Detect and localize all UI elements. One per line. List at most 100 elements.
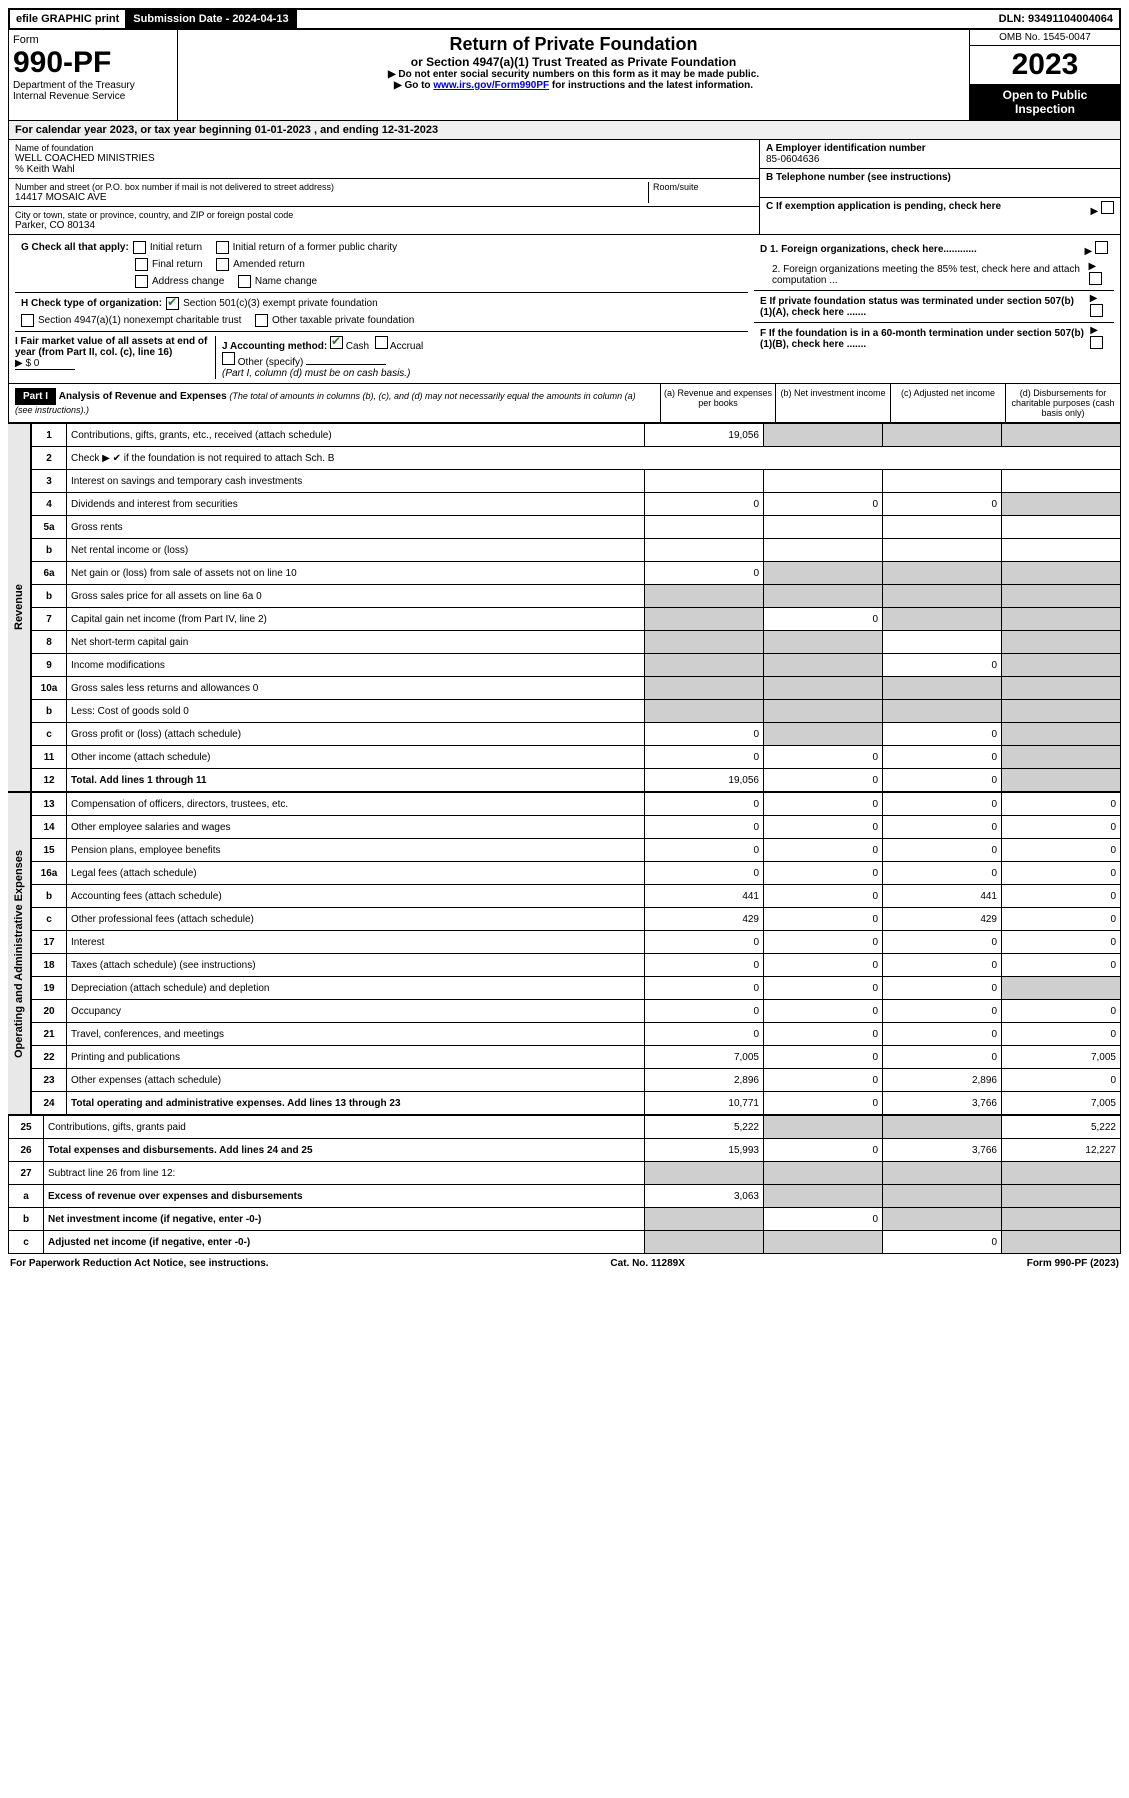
j-accrual[interactable]: [375, 336, 388, 349]
col-c: (c) Adjusted net income: [890, 384, 1005, 422]
g-address[interactable]: [135, 275, 148, 288]
table-row: 25Contributions, gifts, grants paid5,222…: [9, 1116, 1121, 1139]
opex-group: Operating and Administrative Expenses 13…: [8, 792, 1121, 1115]
cell: [883, 539, 1002, 562]
cell: 15: [32, 839, 67, 862]
form-subtitle: or Section 4947(a)(1) Trust Treated as P…: [186, 55, 961, 69]
cell: 7,005: [1002, 1046, 1121, 1069]
i-label: I Fair market value of all assets at end…: [15, 336, 207, 358]
cell: Check ▶ ✔ if the foundation is not requi…: [67, 447, 1121, 470]
h-4947[interactable]: [21, 314, 34, 327]
cell: 19,056: [645, 424, 764, 447]
revenue-group: Revenue 1Contributions, gifts, grants, e…: [8, 423, 1121, 792]
cell: 0: [764, 977, 883, 1000]
cell: 5,222: [645, 1116, 764, 1139]
cell: [645, 470, 764, 493]
col-d: (d) Disbursements for charitable purpose…: [1005, 384, 1120, 422]
g-opt-4: Address change: [152, 276, 224, 287]
dept: Department of the Treasury: [13, 80, 173, 91]
h-other[interactable]: [255, 314, 268, 327]
cell: [883, 1208, 1002, 1231]
cell: [764, 1162, 883, 1185]
cell: 6a: [32, 562, 67, 585]
cell: 0: [764, 1046, 883, 1069]
cell: Depreciation (attach schedule) and deple…: [67, 977, 645, 1000]
section-g-h: G Check all that apply: Initial return I…: [8, 235, 1121, 384]
h-501c3[interactable]: [166, 297, 179, 310]
cell: [645, 677, 764, 700]
cell: Less: Cost of goods sold 0: [67, 700, 645, 723]
f-check[interactable]: [1090, 336, 1103, 349]
g-initial-former[interactable]: [216, 241, 229, 254]
cell: 441: [645, 885, 764, 908]
cell: 0: [1002, 954, 1121, 977]
form-number: 990-PF: [13, 46, 173, 80]
cell: [883, 631, 1002, 654]
cell: 0: [883, 793, 1002, 816]
cell: Capital gain net income (from Part IV, l…: [67, 608, 645, 631]
table-row: cGross profit or (loss) (attach schedule…: [32, 723, 1121, 746]
footer-right: Form 990-PF (2023): [1027, 1258, 1119, 1269]
header-left: Form 990-PF Department of the Treasury I…: [9, 30, 178, 120]
h-opt-2: Section 4947(a)(1) nonexempt charitable …: [38, 315, 241, 326]
cell: Total operating and administrative expen…: [67, 1092, 645, 1115]
form-link[interactable]: www.irs.gov/Form990PF: [433, 80, 549, 91]
j-cash[interactable]: [330, 336, 343, 349]
foundation-name: WELL COACHED MINISTRIES: [15, 153, 753, 164]
table-row: 27Subtract line 26 from line 12:: [9, 1162, 1121, 1185]
cell: 0: [764, 493, 883, 516]
cell: [645, 631, 764, 654]
cell: 0: [645, 746, 764, 769]
g-opt-0: Initial return: [150, 242, 202, 253]
e-check[interactable]: [1090, 304, 1103, 317]
g-initial[interactable]: [133, 241, 146, 254]
cell: 0: [883, 769, 1002, 792]
street: 14417 MOSAIC AVE: [15, 192, 648, 203]
cell: [764, 677, 883, 700]
table-row: 26Total expenses and disbursements. Add …: [9, 1139, 1121, 1162]
h-label: H Check type of organization:: [21, 298, 162, 309]
cell: [645, 1231, 764, 1254]
form-header: Form 990-PF Department of the Treasury I…: [8, 30, 1121, 121]
h-opt-3: Other taxable private foundation: [272, 315, 414, 326]
c-checkbox[interactable]: [1101, 201, 1114, 214]
g-final[interactable]: [135, 258, 148, 271]
cell: 0: [645, 954, 764, 977]
phone-label: B Telephone number (see instructions): [766, 172, 1114, 183]
cell: 0: [1002, 931, 1121, 954]
table-row: 16aLegal fees (attach schedule)0000: [32, 862, 1121, 885]
opex-side-label: Operating and Administrative Expenses: [8, 792, 31, 1115]
revenue-table: 1Contributions, gifts, grants, etc., rec…: [31, 423, 1121, 792]
cell: Compensation of officers, directors, tru…: [67, 793, 645, 816]
j-note: (Part I, column (d) must be on cash basi…: [222, 368, 748, 379]
cell: Pension plans, employee benefits: [67, 839, 645, 862]
j-cash-label: Cash: [346, 341, 369, 352]
table-row: 1Contributions, gifts, grants, etc., rec…: [32, 424, 1121, 447]
table-row: cAdjusted net income (if negative, enter…: [9, 1231, 1121, 1254]
cell: [1002, 700, 1121, 723]
g-name[interactable]: [238, 275, 251, 288]
cell: 0: [645, 1000, 764, 1023]
cell: 0: [883, 862, 1002, 885]
table-row: 13Compensation of officers, directors, t…: [32, 793, 1121, 816]
g-amended[interactable]: [216, 258, 229, 271]
page-footer: For Paperwork Reduction Act Notice, see …: [8, 1254, 1121, 1273]
irs: Internal Revenue Service: [13, 91, 173, 102]
cell: [1002, 977, 1121, 1000]
cell: [645, 516, 764, 539]
cell: 0: [764, 862, 883, 885]
cell: [1002, 1208, 1121, 1231]
opex-table: 13Compensation of officers, directors, t…: [31, 792, 1121, 1115]
col-a: (a) Revenue and expenses per books: [660, 384, 775, 422]
cell: [883, 562, 1002, 585]
cell: [764, 516, 883, 539]
cell: [764, 631, 883, 654]
cell: 0: [764, 885, 883, 908]
d1-check[interactable]: [1095, 241, 1108, 254]
cell: [764, 470, 883, 493]
table-row: bLess: Cost of goods sold 0: [32, 700, 1121, 723]
cell: 0: [764, 793, 883, 816]
cell: [764, 539, 883, 562]
d2-check[interactable]: [1089, 272, 1102, 285]
j-other[interactable]: [222, 352, 235, 365]
